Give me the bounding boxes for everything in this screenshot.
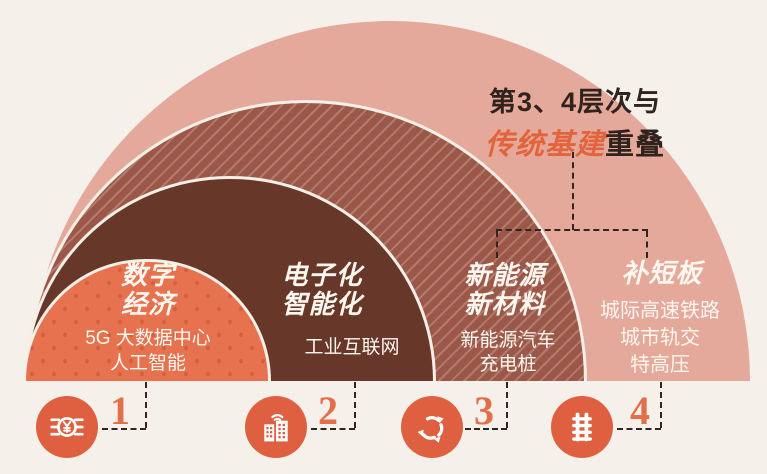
legend-2-connector-horizontal bbox=[311, 428, 355, 430]
bracket-horizontal bbox=[496, 229, 648, 231]
legend-4-connector-vertical bbox=[660, 382, 662, 428]
layer-3-item-1: 新能源汽车 bbox=[460, 330, 556, 351]
legend-1-connector-horizontal bbox=[102, 428, 146, 430]
annotation: 第3、4层次与 传统基建重叠 bbox=[440, 80, 710, 163]
layer-2-item-1: 工业互联网 bbox=[304, 337, 400, 358]
annotation-rest: 重叠 bbox=[605, 129, 666, 161]
legend-2-number: 2 bbox=[318, 388, 338, 433]
legend-4-number: 4 bbox=[630, 388, 650, 433]
legend-3-number: 3 bbox=[474, 388, 494, 433]
layer-4-item-2: 城市轨交 bbox=[620, 327, 700, 349]
annotation-line2: 传统基建重叠 bbox=[440, 121, 710, 163]
legend-1-connector-vertical bbox=[145, 382, 147, 428]
layer-1-title-line2: 经济 bbox=[120, 289, 175, 319]
recycle-icon bbox=[417, 416, 444, 443]
layer-2-title-line1: 电子化 bbox=[281, 260, 363, 290]
annotation-line1: 第3、4层次与 bbox=[488, 87, 662, 117]
layer-3-item-2: 充电桩 bbox=[479, 354, 537, 375]
legend-3-connector-horizontal bbox=[465, 428, 507, 430]
legend-2-connector-vertical bbox=[354, 382, 356, 428]
annotation-highlight: 传统基建 bbox=[484, 129, 605, 161]
layer-3-title: 新能源 新材料 bbox=[443, 261, 567, 319]
chip-currency-icon bbox=[50, 417, 84, 437]
layer-1-title: 数字 经济 bbox=[86, 261, 210, 319]
layer-4-item-1: 城际高速铁路 bbox=[600, 300, 720, 322]
smart-building-icon bbox=[264, 414, 288, 442]
layer-1-item-1: 5G 大数据中心 bbox=[85, 328, 211, 349]
layer-3-title-line1: 新能源 bbox=[464, 260, 546, 290]
layer-2-title-line2: 智能化 bbox=[281, 289, 363, 319]
layer-1-item-2: 人工智能 bbox=[109, 353, 186, 374]
legend-2-badge bbox=[245, 396, 307, 458]
layer-1-title-line1: 数字 bbox=[120, 260, 175, 290]
legend-4-badge bbox=[551, 396, 613, 458]
legend-3-badge bbox=[401, 396, 463, 458]
bracket-tick-left bbox=[496, 231, 498, 258]
bracket-tick-right bbox=[646, 231, 648, 258]
layer-4-title: 补短板 bbox=[600, 259, 724, 288]
bracket-stem bbox=[572, 152, 574, 230]
legend-1-number: 1 bbox=[110, 388, 130, 433]
legend-4-connector-horizontal bbox=[617, 428, 661, 430]
legend-3-connector-vertical bbox=[506, 382, 508, 428]
railway-track-icon bbox=[572, 412, 592, 442]
layer-2-title: 电子化 智能化 bbox=[260, 261, 384, 319]
layer-3-title-line2: 新材料 bbox=[464, 289, 546, 319]
legend-1-badge bbox=[36, 396, 98, 458]
layer-4-title-line1: 补短板 bbox=[621, 258, 703, 288]
layer-4-item-3: 特高压 bbox=[630, 354, 690, 376]
